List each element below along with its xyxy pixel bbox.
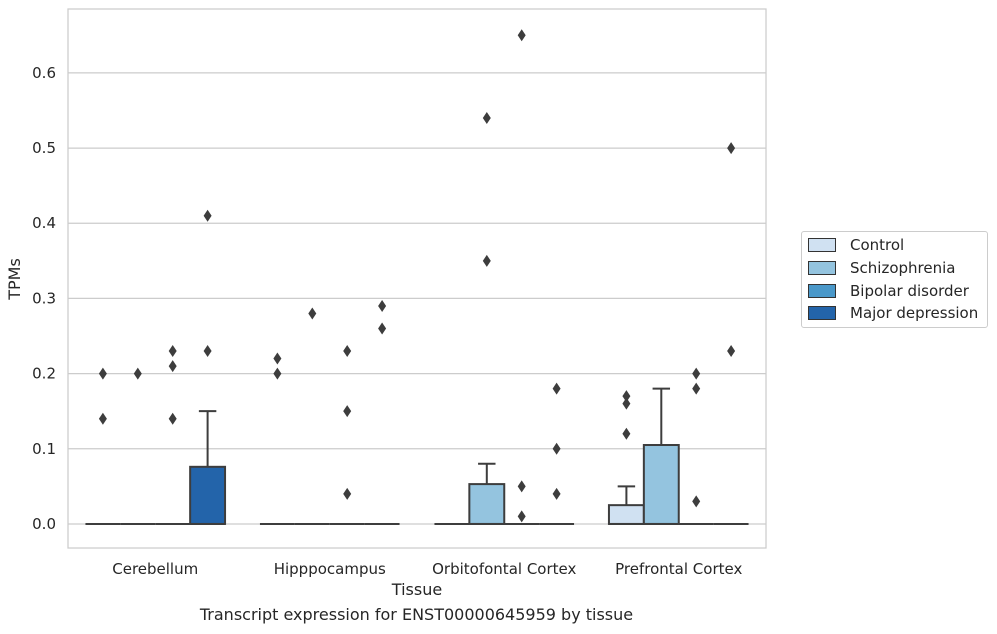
box-rect xyxy=(468,483,506,525)
legend-item-control: Control xyxy=(808,236,904,254)
legend-label-control: Control xyxy=(850,236,905,254)
outlier-point xyxy=(343,487,352,500)
legend-item-bipolar-disorder: Bipolar disorder xyxy=(808,282,969,300)
plot-area-frame xyxy=(67,8,767,549)
box-group xyxy=(189,410,227,525)
y-axis-label: TPMs xyxy=(5,258,24,301)
legend: Control Schizophrenia Bipolar disorder M… xyxy=(801,231,988,328)
y-tick-label: 0.2 xyxy=(32,365,56,383)
outlier-point xyxy=(273,352,282,365)
x-tick-label: Prefrontal Cortex xyxy=(615,560,742,578)
outlier-point xyxy=(203,209,212,222)
outlier-point xyxy=(692,367,701,380)
legend-swatch-schizophrenia xyxy=(808,261,836,275)
box-rect xyxy=(642,444,680,525)
figure-caption: Transcript expression for ENST0000064595… xyxy=(199,605,634,624)
x-axis-ticks: Cerebellum Hipppocampus Orbitofontal Corte… xyxy=(112,560,742,578)
y-tick-label: 0.6 xyxy=(32,64,56,82)
outlier-point xyxy=(273,367,282,380)
box-rect xyxy=(189,465,227,525)
outlier-point xyxy=(343,345,352,358)
legend-swatch-control xyxy=(808,238,836,252)
outlier-point xyxy=(692,495,701,508)
outlier-point xyxy=(552,487,561,500)
grid-lines xyxy=(68,72,766,525)
box-plot-marks xyxy=(85,387,749,525)
outlier-point xyxy=(517,480,526,493)
legend-swatch-bipolar-disorder xyxy=(808,284,836,298)
outlier-point xyxy=(203,345,212,358)
outlier-point xyxy=(517,510,526,523)
y-tick-label: 0.0 xyxy=(32,515,56,533)
outlier-point xyxy=(343,405,352,418)
x-tick-label: Hipppocampus xyxy=(274,560,386,578)
y-tick-label: 0.5 xyxy=(32,139,56,157)
y-tick-label: 0.3 xyxy=(32,289,56,307)
outlier-point xyxy=(168,360,177,373)
outlier-point xyxy=(378,299,387,312)
legend-label-bipolar-disorder: Bipolar disorder xyxy=(850,282,969,300)
outlier-point xyxy=(552,442,561,455)
y-tick-label: 0.1 xyxy=(32,440,56,458)
x-tick-label: Cerebellum xyxy=(112,560,198,578)
outlier-point xyxy=(517,29,526,42)
y-tick-label: 0.4 xyxy=(32,214,56,232)
x-tick-label: Orbitofontal Cortex xyxy=(432,560,576,578)
outlier-point xyxy=(622,427,631,440)
outlier-point xyxy=(482,254,491,267)
outlier-point xyxy=(133,367,142,380)
outlier-points xyxy=(98,29,736,523)
outlier-point xyxy=(727,142,736,155)
outlier-point xyxy=(482,112,491,125)
y-axis-ticks: 0.0 0.1 0.2 0.3 0.4 0.5 0.6 xyxy=(32,64,56,533)
x-axis-label: Tissue xyxy=(391,580,442,599)
outlier-point xyxy=(622,390,631,403)
box-group xyxy=(468,462,506,525)
outlier-point xyxy=(692,382,701,395)
outlier-point xyxy=(552,382,561,395)
box-rect xyxy=(607,504,645,525)
box-group xyxy=(607,485,645,525)
legend-item-schizophrenia: Schizophrenia xyxy=(808,259,955,277)
outlier-point xyxy=(98,367,107,380)
outlier-point xyxy=(168,412,177,425)
outlier-point xyxy=(308,307,317,320)
outlier-point xyxy=(622,397,631,410)
box-group xyxy=(642,387,680,525)
legend-label-schizophrenia: Schizophrenia xyxy=(850,259,956,277)
legend-swatch-major-depression xyxy=(808,306,836,320)
outlier-point xyxy=(168,345,177,358)
outlier-point xyxy=(98,412,107,425)
outlier-point xyxy=(378,322,387,335)
legend-label-major-depression: Major depression xyxy=(850,304,979,322)
legend-item-major-depression: Major depression xyxy=(808,304,978,322)
outlier-point xyxy=(727,345,736,358)
